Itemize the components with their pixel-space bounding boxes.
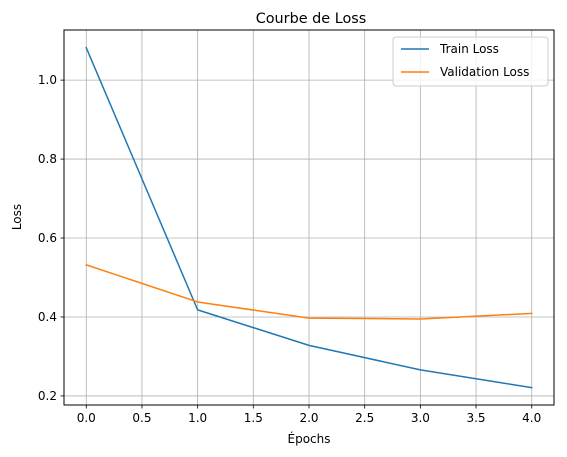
y-axis-label: Loss bbox=[10, 204, 24, 230]
x-tick-label: 1.0 bbox=[188, 411, 207, 425]
y-axis-ticks: 0.2 0.4 0.6 0.8 1.0 bbox=[38, 73, 64, 403]
series-line-1 bbox=[85, 263, 533, 320]
x-axis-label: Épochs bbox=[288, 431, 331, 446]
x-tick-label: 2.0 bbox=[299, 411, 318, 425]
chart-title: Courbe de Loss bbox=[256, 11, 367, 27]
x-tick-label: 3.0 bbox=[411, 411, 430, 425]
x-tick-label: 0.5 bbox=[132, 411, 151, 425]
x-tick-label: 1.5 bbox=[244, 411, 263, 425]
x-axis-ticks: 0.0 0.5 1.0 1.5 2.0 2.5 3.0 3.5 4.0 bbox=[77, 405, 541, 425]
x-tick-label: 2.5 bbox=[355, 411, 374, 425]
y-tick-label: 0.4 bbox=[38, 310, 57, 324]
x-tick-label: 3.5 bbox=[466, 411, 485, 425]
x-tick-label: 4.0 bbox=[522, 411, 541, 425]
series-lines bbox=[85, 46, 533, 389]
y-tick-label: 0.8 bbox=[38, 152, 57, 166]
y-tick-label: 0.6 bbox=[38, 231, 57, 245]
y-tick-label: 1.0 bbox=[38, 73, 57, 87]
legend-label-train: Train Loss bbox=[439, 42, 499, 56]
y-tick-label: 0.2 bbox=[38, 389, 57, 403]
legend-label-validation: Validation Loss bbox=[440, 65, 529, 79]
legend-box bbox=[392, 36, 549, 87]
series-line-0 bbox=[85, 46, 533, 389]
x-tick-label: 0.0 bbox=[77, 411, 96, 425]
legend: Train Loss Validation Loss bbox=[392, 36, 549, 87]
